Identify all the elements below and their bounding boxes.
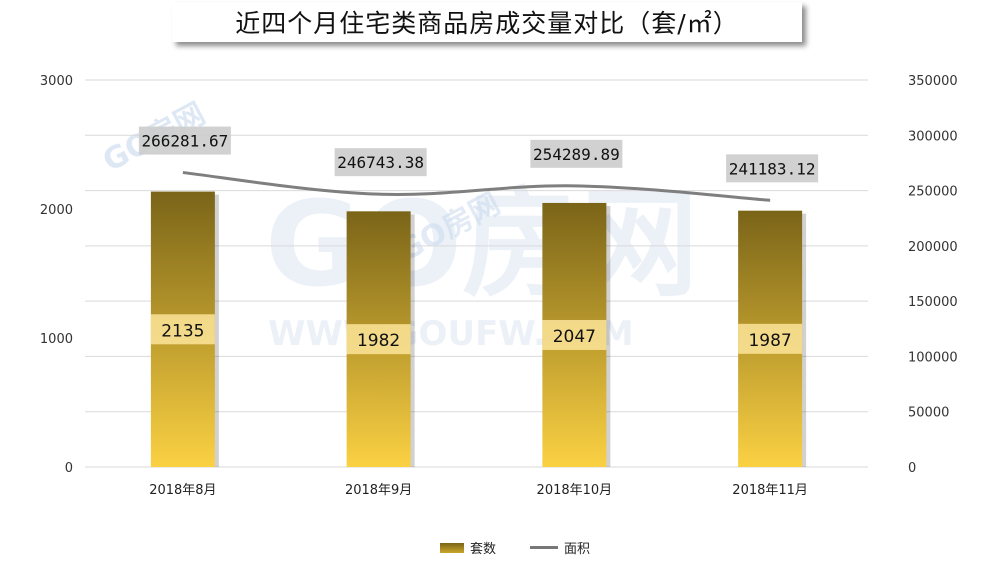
chart-title: 近四个月住宅类商品房成交量对比（套/㎡） <box>235 9 739 38</box>
bar-label-bg <box>346 324 411 355</box>
y-right-tick-label: 100000 <box>908 350 958 365</box>
x-tick-label: 2018年9月 <box>345 483 412 498</box>
y-right-tick-label: 350000 <box>908 74 958 89</box>
line-value-label: 246743.38 <box>337 153 424 172</box>
y-right-tick-label: 200000 <box>908 240 958 255</box>
y-right-tick-label: 150000 <box>908 295 958 310</box>
legend: 套数 面积 <box>440 538 590 557</box>
legend-line-swatch <box>530 546 559 549</box>
line-label-bg <box>530 139 623 168</box>
legend-line-label: 面积 <box>564 542 591 557</box>
line-value-label: 241183.12 <box>729 159 816 178</box>
x-tick-label: 2018年11月 <box>732 483 808 498</box>
bar-label-bg <box>542 319 607 350</box>
y-right-tick-label: 250000 <box>908 185 958 200</box>
legend-bar-swatch <box>440 542 464 553</box>
bar-value-label: 2135 <box>161 321 204 341</box>
y-left-tick-label: 1000 <box>40 332 73 347</box>
legend-bar-label: 套数 <box>470 542 497 557</box>
x-tick-label: 2018年8月 <box>149 483 216 498</box>
line-label-bg <box>334 148 427 177</box>
y-left-tick-label: 2000 <box>40 203 73 218</box>
y-right-tick-label: 50000 <box>908 406 949 421</box>
line-series-area <box>182 171 771 202</box>
y-left-tick-label: 3000 <box>40 74 73 89</box>
line-label-bg <box>138 126 231 155</box>
bar-value-label: 2047 <box>553 327 596 347</box>
y-right-tick-label: 300000 <box>908 129 958 144</box>
bar-label-bg <box>150 314 215 345</box>
bar-label-bg <box>738 323 803 354</box>
y-right-tick-label: 0 <box>908 461 916 476</box>
line-value-label: 254289.89 <box>533 145 620 164</box>
line-value-label: 266281.67 <box>142 132 229 151</box>
x-tick-label: 2018年10月 <box>537 483 613 498</box>
bar-value-label: 1987 <box>748 331 791 351</box>
y-left-tick-label: 0 <box>65 461 73 476</box>
line-label-bg <box>726 154 819 183</box>
chart-title-box: 近四个月住宅类商品房成交量对比（套/㎡） <box>172 2 802 42</box>
bar-value-label: 1982 <box>357 331 400 351</box>
watermark-large: GO房网 <box>265 175 698 313</box>
